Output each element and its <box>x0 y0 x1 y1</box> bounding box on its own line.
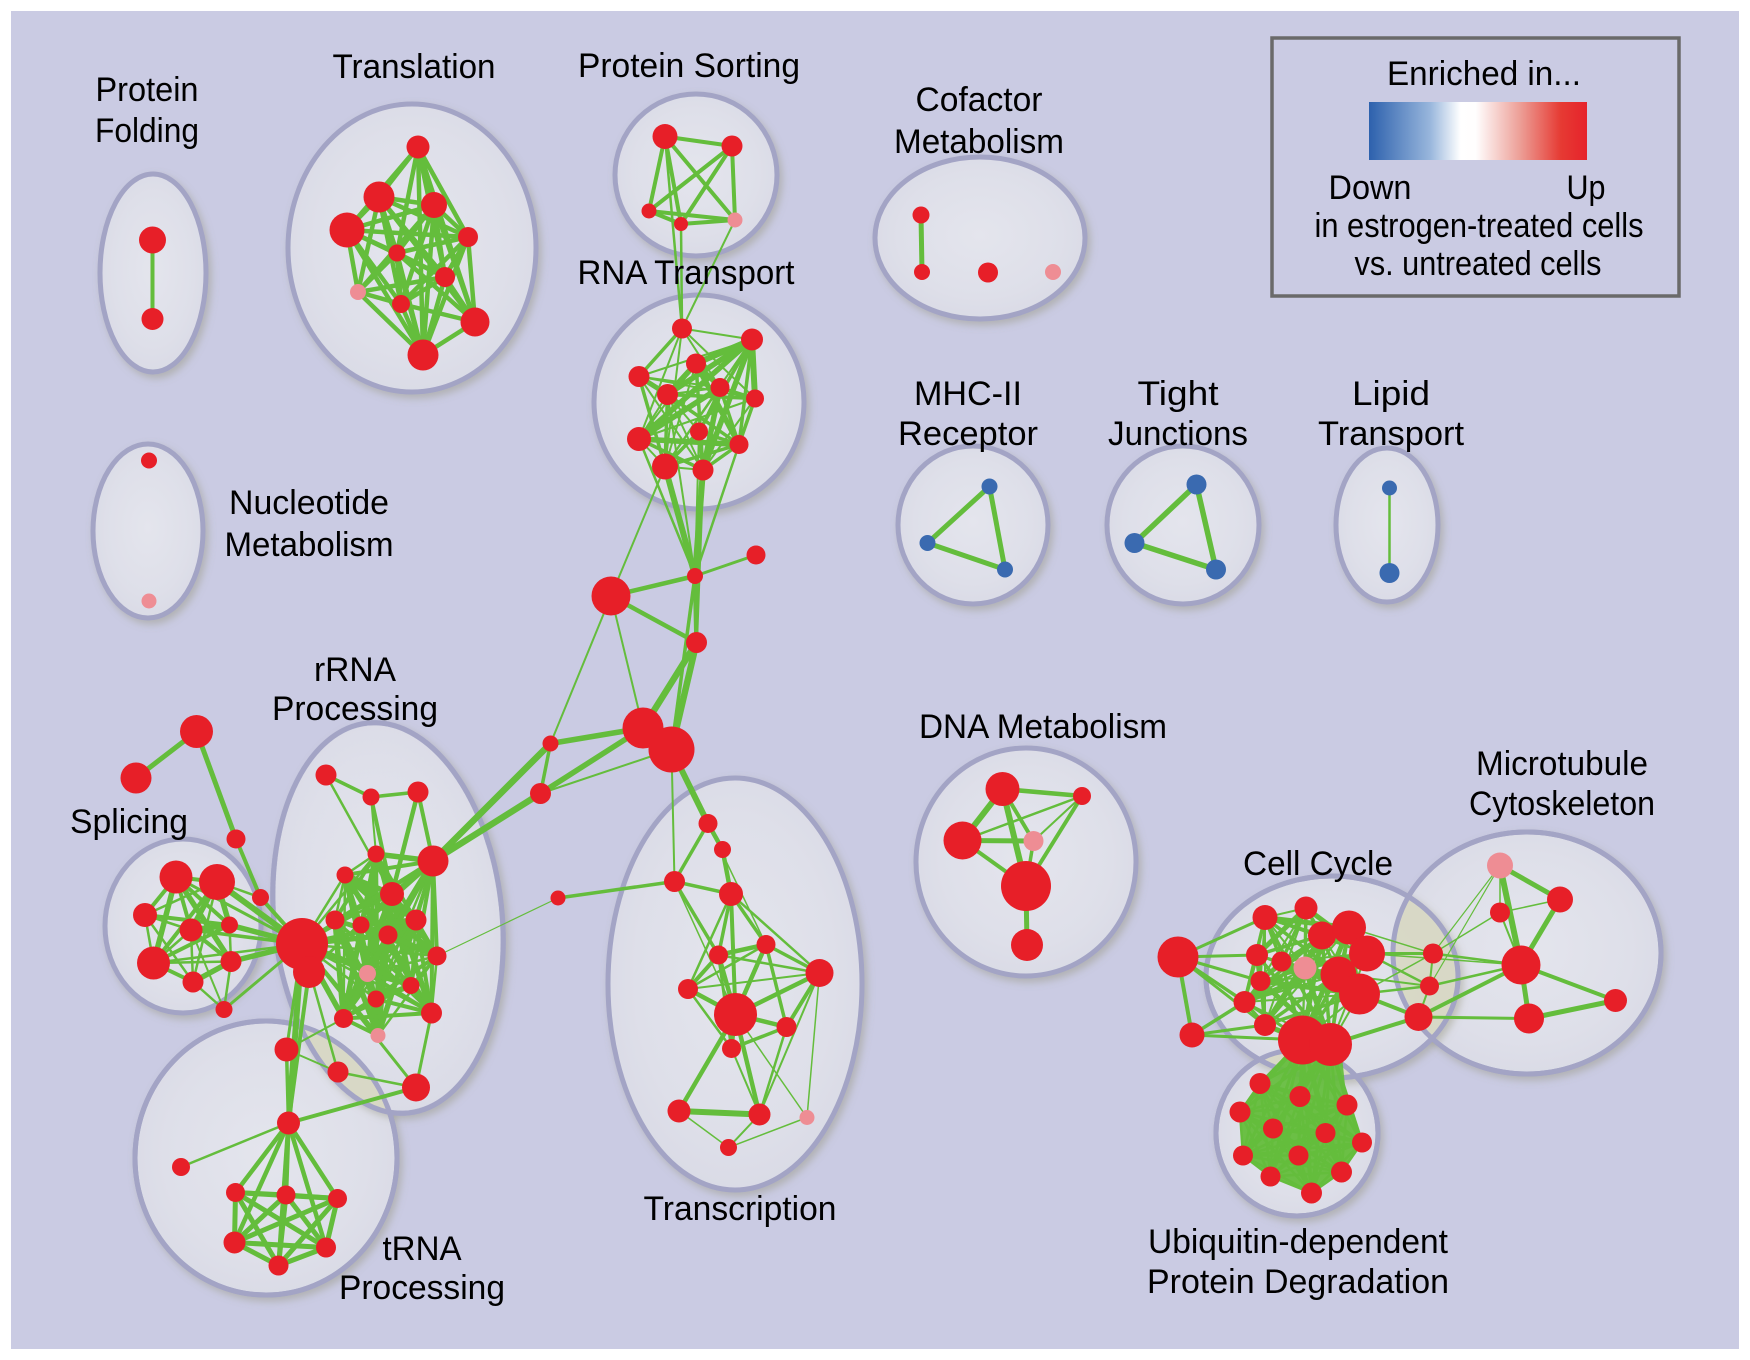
svg-text:Up: Up <box>1567 169 1606 207</box>
svg-text:Metabolism: Metabolism <box>225 526 394 564</box>
svg-text:Protein Degradation: Protein Degradation <box>1147 1263 1449 1301</box>
svg-text:Protein Sorting: Protein Sorting <box>578 47 800 85</box>
svg-text:Microtubule: Microtubule <box>1476 745 1648 783</box>
svg-text:Nucleotide: Nucleotide <box>229 484 389 522</box>
svg-text:MHC-II: MHC-II <box>914 375 1022 413</box>
svg-text:Ubiquitin-dependent: Ubiquitin-dependent <box>1148 1223 1449 1261</box>
svg-text:Cell Cycle: Cell Cycle <box>1243 845 1393 883</box>
svg-text:Folding: Folding <box>95 112 199 150</box>
svg-text:RNA Transport: RNA Transport <box>578 254 796 292</box>
svg-text:Transport: Transport <box>1318 415 1465 453</box>
svg-text:Translation: Translation <box>333 48 496 86</box>
svg-text:Receptor: Receptor <box>898 415 1038 453</box>
svg-text:rRNA: rRNA <box>314 651 396 689</box>
svg-text:Lipid: Lipid <box>1352 375 1430 413</box>
svg-text:Down: Down <box>1329 169 1412 207</box>
svg-text:Splicing: Splicing <box>70 803 188 841</box>
svg-text:Cofactor: Cofactor <box>916 81 1043 119</box>
svg-text:Transcription: Transcription <box>644 1190 837 1228</box>
svg-text:Enriched in...: Enriched in... <box>1387 55 1581 93</box>
svg-text:Processing: Processing <box>339 1269 505 1307</box>
svg-text:Protein: Protein <box>96 71 199 109</box>
svg-text:Cytoskeleton: Cytoskeleton <box>1469 785 1655 823</box>
svg-text:DNA Metabolism: DNA Metabolism <box>919 708 1167 746</box>
svg-text:vs. untreated cells: vs. untreated cells <box>1355 245 1602 283</box>
svg-text:Processing: Processing <box>272 690 438 728</box>
svg-text:Tight: Tight <box>1138 375 1220 413</box>
svg-text:Metabolism: Metabolism <box>894 123 1064 161</box>
svg-text:in estrogen-treated cells: in estrogen-treated cells <box>1315 207 1644 245</box>
svg-text:Junctions: Junctions <box>1108 415 1248 453</box>
svg-text:tRNA: tRNA <box>383 1230 462 1268</box>
